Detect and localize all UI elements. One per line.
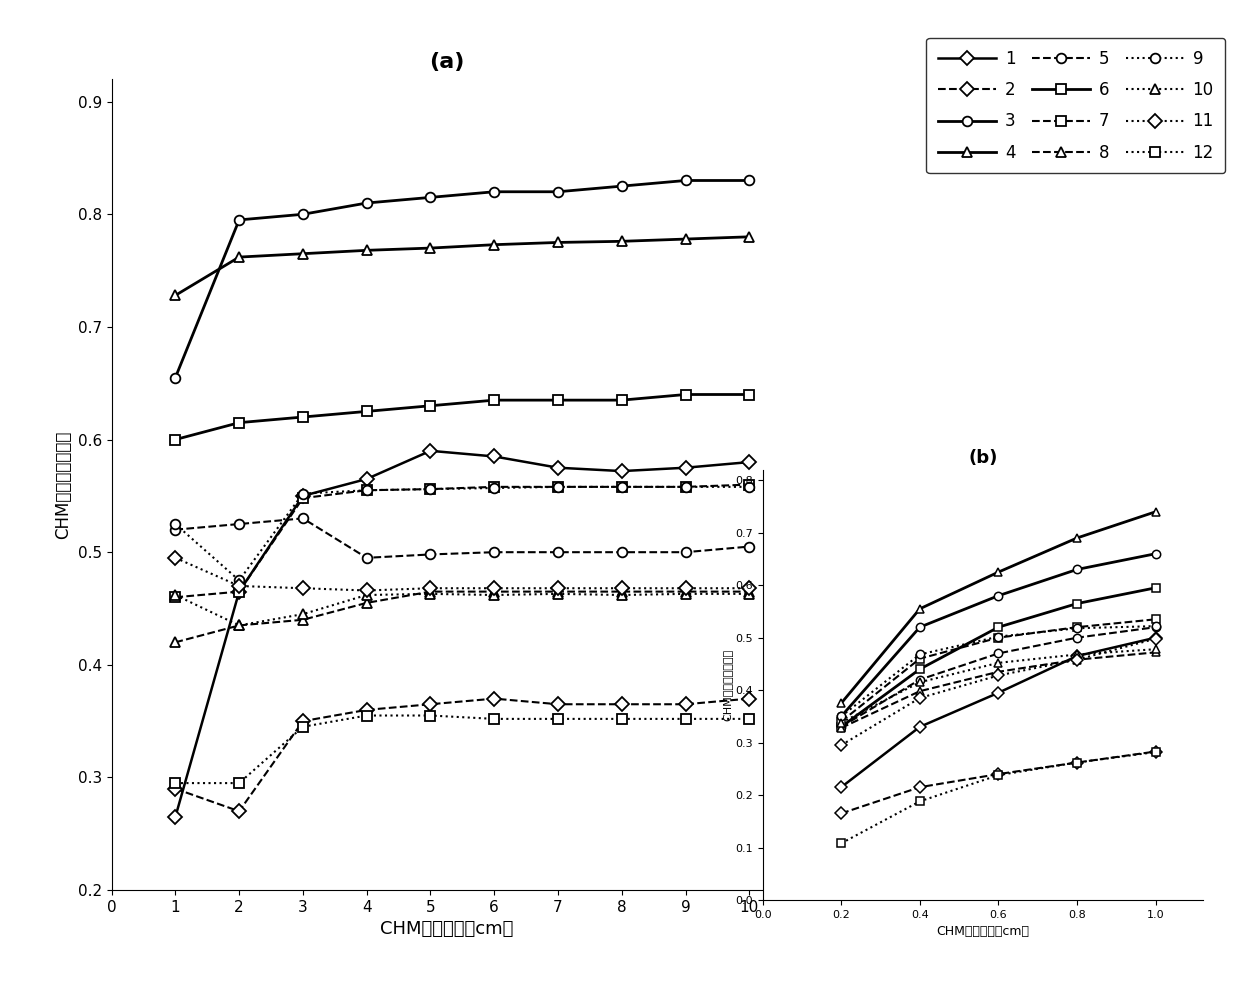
Y-axis label: CHM提取的植被盖度: CHM提取的植被盖度 (55, 430, 72, 539)
Title: (a): (a) (429, 52, 464, 72)
Y-axis label: CHM提取的植被盖度: CHM提取的植被盖度 (723, 649, 733, 721)
X-axis label: CHM的分辨率（cm）: CHM的分辨率（cm） (379, 921, 513, 939)
Title: (b): (b) (968, 449, 997, 467)
Legend: 1, 2, 3, 4, 5, 6, 7, 8, 9, 10, 11, 12: 1, 2, 3, 4, 5, 6, 7, 8, 9, 10, 11, 12 (926, 38, 1225, 173)
X-axis label: CHM的分辨率（cm）: CHM的分辨率（cm） (936, 926, 1029, 939)
